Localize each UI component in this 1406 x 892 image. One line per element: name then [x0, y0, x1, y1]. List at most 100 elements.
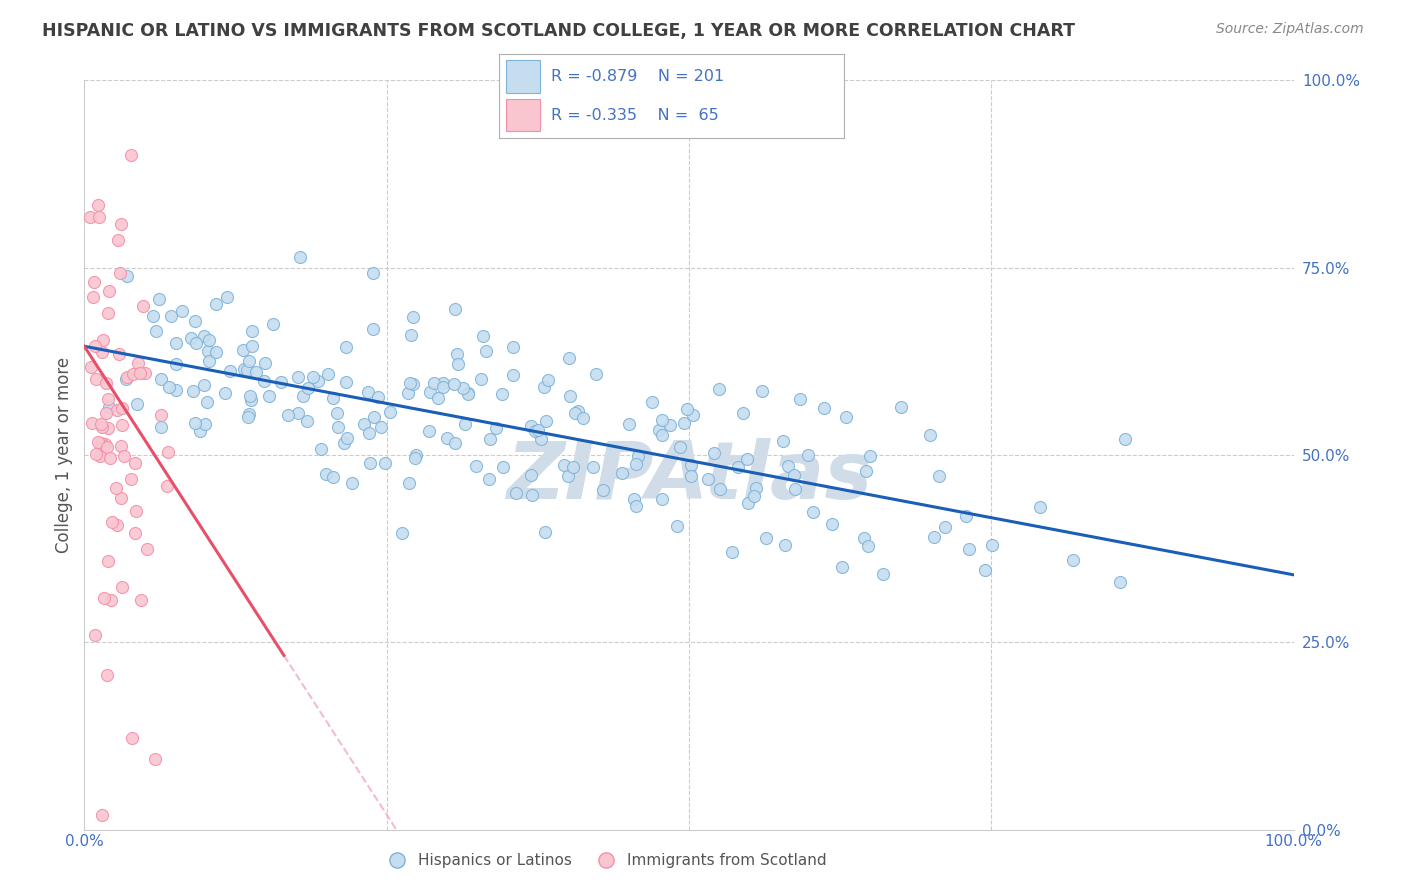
Point [97, 554, 120, 568]
Point [359, 456, 381, 470]
Point [232, 343, 254, 357]
Point [567, 404, 589, 418]
Point [129, 366, 152, 380]
Text: R = -0.879    N = 201: R = -0.879 N = 201 [551, 69, 724, 84]
Point [423, 376, 446, 390]
Point [98, 284, 121, 298]
Point [111, 401, 134, 416]
Point [156, 445, 179, 459]
Point [470, 372, 492, 386]
Point [165, 383, 187, 397]
Point [172, 304, 194, 318]
Point [626, 499, 648, 513]
Point [238, 407, 260, 421]
Point [253, 374, 276, 388]
Point [97, 306, 120, 320]
Point [835, 410, 858, 425]
Point [855, 464, 877, 478]
Point [287, 369, 309, 384]
Point [125, 504, 148, 518]
Point [682, 408, 704, 422]
Legend: Hispanics or Latinos, Immigrants from Scotland: Hispanics or Latinos, Immigrants from Sc… [375, 847, 832, 874]
Point [290, 250, 312, 264]
Point [957, 541, 980, 556]
Point [502, 368, 524, 382]
Point [239, 389, 262, 403]
Point [443, 377, 465, 392]
Point [523, 424, 546, 438]
Point [673, 417, 696, 431]
Point [87, 435, 110, 450]
Point [890, 400, 912, 414]
Point [731, 406, 754, 420]
Point [558, 389, 581, 403]
Point [821, 517, 844, 532]
Point [772, 434, 794, 448]
Point [160, 309, 183, 323]
FancyBboxPatch shape [506, 61, 540, 93]
Point [648, 424, 671, 438]
Point [253, 356, 276, 370]
Point [872, 566, 894, 581]
Point [641, 395, 664, 409]
Point [90, 436, 112, 450]
Point [519, 467, 541, 482]
Point [107, 518, 129, 533]
Point [398, 476, 420, 491]
Point [443, 435, 465, 450]
Point [217, 290, 239, 304]
Point [180, 331, 202, 345]
Point [359, 425, 381, 440]
Point [735, 451, 758, 466]
Point [239, 393, 262, 408]
Point [315, 467, 337, 481]
Point [236, 363, 259, 377]
Point [418, 425, 440, 439]
Point [335, 341, 357, 355]
Text: ZIPAtlas: ZIPAtlas [506, 438, 872, 516]
Point [444, 302, 467, 317]
Point [292, 389, 315, 403]
Point [665, 519, 688, 533]
Point [302, 369, 325, 384]
Point [1114, 432, 1136, 446]
Point [479, 432, 502, 446]
Point [204, 297, 226, 311]
Point [427, 391, 450, 405]
Point [679, 458, 702, 473]
Point [110, 491, 132, 505]
Point [157, 380, 180, 394]
Point [198, 354, 221, 368]
Point [193, 329, 215, 343]
Y-axis label: College, 1 year or more: College, 1 year or more [55, 357, 73, 553]
Point [94, 376, 117, 390]
Point [105, 403, 128, 417]
Point [127, 356, 149, 370]
Point [134, 366, 156, 380]
Point [96, 668, 118, 682]
Point [84, 339, 107, 353]
Point [79, 211, 101, 225]
Point [91, 420, 114, 434]
Point [100, 450, 122, 465]
Point [87, 197, 110, 211]
Point [193, 377, 215, 392]
Point [91, 333, 114, 347]
Point [432, 380, 454, 394]
Point [132, 299, 155, 313]
Point [783, 468, 806, 483]
Point [91, 345, 114, 359]
Point [240, 339, 263, 353]
Point [453, 381, 475, 395]
Point [533, 380, 555, 394]
Point [404, 451, 426, 466]
Point [97, 421, 120, 435]
Point [183, 314, 205, 328]
Point [527, 423, 550, 437]
Point [773, 538, 796, 552]
Point [465, 459, 488, 474]
Point [150, 419, 173, 434]
Point [651, 413, 673, 427]
Point [83, 275, 105, 289]
Point [478, 472, 501, 486]
